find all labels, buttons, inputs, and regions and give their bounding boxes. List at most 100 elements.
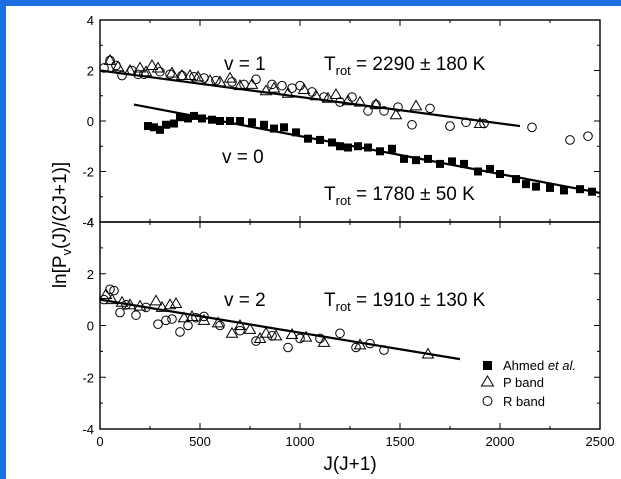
point-ahmed xyxy=(512,175,520,184)
point-p-band xyxy=(133,299,147,311)
point-r-band xyxy=(445,121,455,131)
x-tick-label: 500 xyxy=(189,434,211,449)
point-r-band xyxy=(139,69,149,80)
y-tick-label-top: -4 xyxy=(82,215,94,230)
point-ahmed xyxy=(328,138,336,147)
point-p-band xyxy=(211,316,225,328)
point-ahmed xyxy=(588,187,596,196)
y-axis-label: ln[Pv(J)/(2J+1)] xyxy=(50,162,74,288)
point-r-band xyxy=(115,307,125,318)
point-r-band xyxy=(121,300,131,310)
point-ahmed xyxy=(560,186,568,195)
point-r-band xyxy=(105,55,115,66)
point-r-band xyxy=(239,79,249,90)
point-r-band xyxy=(295,80,305,91)
point-p-band xyxy=(149,294,163,306)
blue-frame-top xyxy=(0,0,621,6)
point-ahmed xyxy=(150,123,158,132)
point-ahmed xyxy=(546,183,554,192)
point-p-band xyxy=(243,322,257,334)
point-r-band xyxy=(335,328,345,339)
point-p-band xyxy=(389,108,403,120)
point-r-band xyxy=(371,99,381,110)
label-v1: v = 1 xyxy=(224,54,266,75)
point-r-band xyxy=(251,336,261,346)
point-r-band xyxy=(141,302,151,313)
legend: Ahmed et al. P band R band xyxy=(480,358,576,409)
point-p-band xyxy=(353,95,367,107)
point-r-band xyxy=(199,311,209,322)
point-p-band xyxy=(169,297,183,309)
point-ahmed xyxy=(436,159,444,168)
point-r-band xyxy=(133,69,143,80)
point-r-band xyxy=(565,135,575,145)
point-p-band xyxy=(185,309,199,321)
point-r-band xyxy=(461,117,471,128)
x-tick-label: 1000 xyxy=(286,434,315,449)
legend-marker-ahmed xyxy=(483,361,492,370)
fit-line-top xyxy=(99,69,521,128)
x-tick-label: 0 xyxy=(96,434,103,449)
x-tick-label: 2500 xyxy=(586,434,615,449)
point-r-band xyxy=(99,294,109,305)
point-ahmed xyxy=(176,113,184,122)
point-r-band xyxy=(199,73,209,83)
y-tick-label-top: 0 xyxy=(87,114,94,129)
label-v2: v = 2 xyxy=(224,290,266,311)
point-p-band xyxy=(269,329,283,341)
point-ahmed xyxy=(496,170,504,179)
point-ahmed xyxy=(388,144,396,153)
point-r-band xyxy=(235,325,245,336)
point-r-band xyxy=(117,70,127,81)
point-p-band xyxy=(225,326,239,338)
point-r-band xyxy=(347,92,357,102)
point-r-band xyxy=(183,320,193,331)
point-ahmed xyxy=(260,120,268,129)
point-r-band xyxy=(177,70,187,81)
point-ahmed xyxy=(424,154,432,163)
point-ahmed xyxy=(162,120,170,129)
x-tick-label: 1500 xyxy=(386,434,415,449)
point-p-band xyxy=(329,87,343,99)
point-ahmed xyxy=(292,128,300,137)
point-ahmed xyxy=(364,143,372,152)
point-r-band xyxy=(379,345,389,355)
point-ahmed xyxy=(576,185,584,194)
point-r-band xyxy=(365,338,375,349)
blue-frame-left xyxy=(0,0,6,479)
point-r-band xyxy=(153,319,163,330)
point-r-band xyxy=(109,285,119,296)
point-p-band xyxy=(421,347,435,359)
x-axis-label: J(J+1) xyxy=(323,454,376,475)
fit-line-bottom xyxy=(99,298,461,361)
legend-marker-p-band xyxy=(480,375,495,387)
point-r-band xyxy=(211,75,221,86)
point-ahmed xyxy=(170,119,178,128)
point-p-band xyxy=(191,70,205,82)
x-tick-label: 2000 xyxy=(486,434,515,449)
point-ahmed xyxy=(270,124,278,133)
point-ahmed xyxy=(412,156,420,165)
point-ahmed xyxy=(144,122,152,131)
label-trot-v0: Trot = 1780 ± 50 K xyxy=(324,184,475,208)
point-ahmed xyxy=(460,159,468,168)
point-p-band xyxy=(183,69,197,81)
point-ahmed xyxy=(248,118,256,127)
point-ahmed xyxy=(216,117,224,125)
point-ahmed xyxy=(522,180,530,189)
y-tick-label-bottom: -2 xyxy=(82,370,94,385)
point-ahmed xyxy=(400,154,408,163)
point-ahmed xyxy=(336,142,344,151)
point-ahmed xyxy=(532,182,540,191)
point-ahmed xyxy=(184,114,192,123)
point-p-band xyxy=(317,335,331,347)
point-r-band xyxy=(379,106,389,116)
point-p-band xyxy=(123,298,137,310)
point-r-band xyxy=(425,103,435,114)
point-r-band xyxy=(319,92,329,102)
legend-label-ahmed: Ahmed et al. xyxy=(503,358,576,373)
y-tick-label-bottom: 2 xyxy=(87,267,94,282)
point-ahmed xyxy=(474,167,482,176)
point-r-band xyxy=(277,80,287,91)
